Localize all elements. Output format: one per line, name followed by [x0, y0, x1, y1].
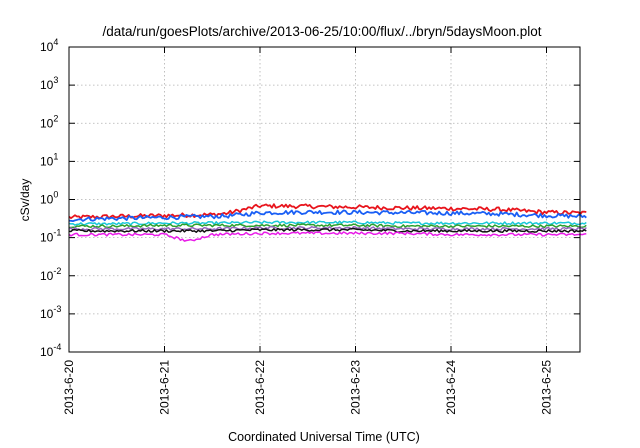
series-line-1: [68, 203, 587, 220]
series-line-2: [68, 209, 587, 222]
series-line-7: [68, 231, 587, 242]
y-tick-label: 102: [40, 113, 58, 130]
x-tick-label: 2013-6-20: [62, 360, 76, 415]
x-tick-label: 2013-6-23: [349, 360, 363, 415]
y-tick-label: 10-2: [40, 266, 61, 283]
y-axis-label: cSv/day: [18, 179, 32, 222]
y-tick-label: 103: [40, 75, 58, 92]
x-tick-label: 2013-6-25: [540, 360, 554, 415]
series-line-3: [68, 220, 587, 226]
y-tick-label: 10-4: [40, 342, 61, 359]
y-tick-label: 101: [40, 151, 58, 168]
series-line-4: [69, 223, 587, 229]
x-ticks: 2013-6-20 2013-6-21 2013-6-22 2013-6-23 2013…: [62, 47, 554, 415]
series-group: [68, 203, 587, 242]
y-tick-label: 100: [40, 190, 58, 207]
x-tick-label: 2013-6-24: [444, 360, 458, 415]
y-tick-label: 10-3: [40, 304, 61, 321]
x-tick-label: 2013-6-21: [158, 360, 172, 415]
x-axis-label: Coordinated Universal Time (UTC): [228, 430, 420, 444]
x-tick-label: 2013-6-22: [253, 360, 267, 415]
y-tick-label: 10-1: [40, 228, 61, 245]
y-tick-label: 104: [40, 37, 58, 54]
series-line-6: [68, 227, 587, 233]
y-ticks: 10-4 10-3 10-2 10-1 100 101 102 103 104: [40, 37, 580, 359]
chart-title: /data/run/goesPlots/archive/2013-06-25/1…: [102, 24, 541, 39]
